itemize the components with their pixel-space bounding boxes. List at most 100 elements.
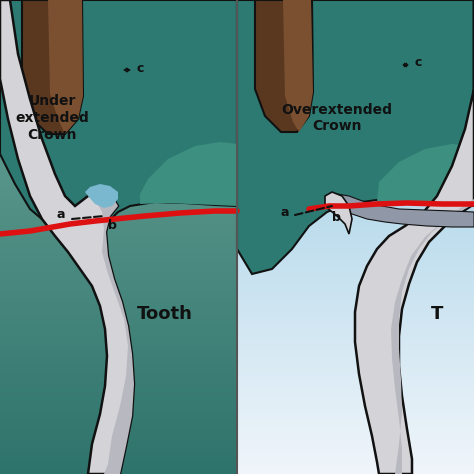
Polygon shape [237, 52, 474, 53]
Polygon shape [237, 147, 474, 148]
Polygon shape [237, 328, 474, 329]
Polygon shape [237, 14, 474, 15]
Polygon shape [237, 438, 474, 439]
Polygon shape [237, 275, 474, 276]
Polygon shape [237, 198, 474, 199]
Polygon shape [237, 372, 474, 373]
Text: Under
extended
Crown: Under extended Crown [15, 94, 89, 142]
Polygon shape [0, 114, 237, 115]
Polygon shape [237, 100, 474, 101]
Polygon shape [0, 10, 237, 11]
Polygon shape [377, 144, 474, 206]
Polygon shape [237, 22, 474, 23]
Polygon shape [0, 291, 237, 292]
Polygon shape [0, 203, 237, 204]
Polygon shape [237, 139, 474, 140]
Polygon shape [0, 190, 237, 191]
Polygon shape [237, 44, 474, 45]
Polygon shape [0, 74, 237, 75]
Polygon shape [237, 421, 474, 422]
Polygon shape [0, 7, 237, 8]
Polygon shape [237, 419, 474, 420]
Polygon shape [0, 189, 237, 190]
Polygon shape [0, 150, 237, 151]
Polygon shape [237, 23, 474, 24]
Polygon shape [237, 241, 474, 242]
Polygon shape [237, 276, 474, 277]
Polygon shape [0, 280, 237, 281]
Polygon shape [237, 9, 474, 10]
Polygon shape [237, 391, 474, 392]
Polygon shape [237, 356, 474, 357]
Polygon shape [237, 380, 474, 381]
Polygon shape [237, 187, 474, 188]
Polygon shape [0, 373, 237, 374]
Polygon shape [0, 297, 237, 298]
Polygon shape [237, 175, 474, 176]
Polygon shape [237, 336, 474, 337]
Polygon shape [237, 288, 474, 289]
Polygon shape [0, 405, 237, 406]
Polygon shape [0, 239, 237, 240]
Polygon shape [237, 342, 474, 343]
Polygon shape [237, 110, 474, 111]
Polygon shape [0, 59, 237, 60]
Polygon shape [0, 265, 237, 266]
Polygon shape [0, 17, 237, 18]
Polygon shape [0, 389, 237, 390]
Polygon shape [237, 183, 474, 184]
Polygon shape [237, 382, 474, 383]
Polygon shape [237, 306, 474, 307]
Polygon shape [237, 77, 474, 78]
Polygon shape [0, 90, 237, 91]
Polygon shape [0, 163, 237, 164]
Polygon shape [237, 61, 474, 62]
Polygon shape [237, 300, 474, 301]
Polygon shape [0, 259, 237, 260]
Polygon shape [237, 223, 474, 224]
Polygon shape [237, 436, 474, 437]
Polygon shape [0, 210, 237, 211]
Polygon shape [237, 108, 474, 109]
Polygon shape [237, 6, 474, 7]
Polygon shape [237, 246, 474, 247]
Polygon shape [0, 72, 237, 73]
Polygon shape [237, 445, 474, 446]
Polygon shape [0, 309, 237, 310]
Polygon shape [237, 163, 474, 164]
Polygon shape [237, 248, 474, 249]
Polygon shape [237, 123, 474, 124]
Polygon shape [0, 11, 237, 12]
Polygon shape [237, 350, 474, 351]
Polygon shape [0, 315, 237, 316]
Polygon shape [237, 69, 474, 70]
Polygon shape [237, 359, 474, 360]
Polygon shape [0, 459, 237, 460]
Polygon shape [237, 227, 474, 228]
Polygon shape [0, 366, 237, 367]
Polygon shape [0, 107, 237, 108]
Polygon shape [237, 193, 474, 194]
Polygon shape [237, 181, 474, 182]
Polygon shape [237, 26, 474, 27]
Polygon shape [0, 416, 237, 417]
Polygon shape [0, 393, 237, 394]
Polygon shape [237, 236, 474, 237]
Polygon shape [0, 250, 237, 251]
Polygon shape [0, 154, 237, 155]
Polygon shape [237, 286, 474, 287]
Polygon shape [0, 241, 237, 242]
Polygon shape [237, 87, 474, 88]
Polygon shape [237, 340, 474, 341]
Polygon shape [0, 336, 237, 337]
Polygon shape [237, 55, 474, 56]
Polygon shape [0, 126, 237, 127]
Polygon shape [237, 186, 474, 187]
Polygon shape [0, 209, 237, 210]
Polygon shape [0, 323, 237, 324]
Polygon shape [237, 409, 474, 410]
Polygon shape [0, 54, 237, 55]
Polygon shape [237, 98, 474, 99]
Polygon shape [237, 216, 474, 217]
Polygon shape [237, 174, 474, 175]
